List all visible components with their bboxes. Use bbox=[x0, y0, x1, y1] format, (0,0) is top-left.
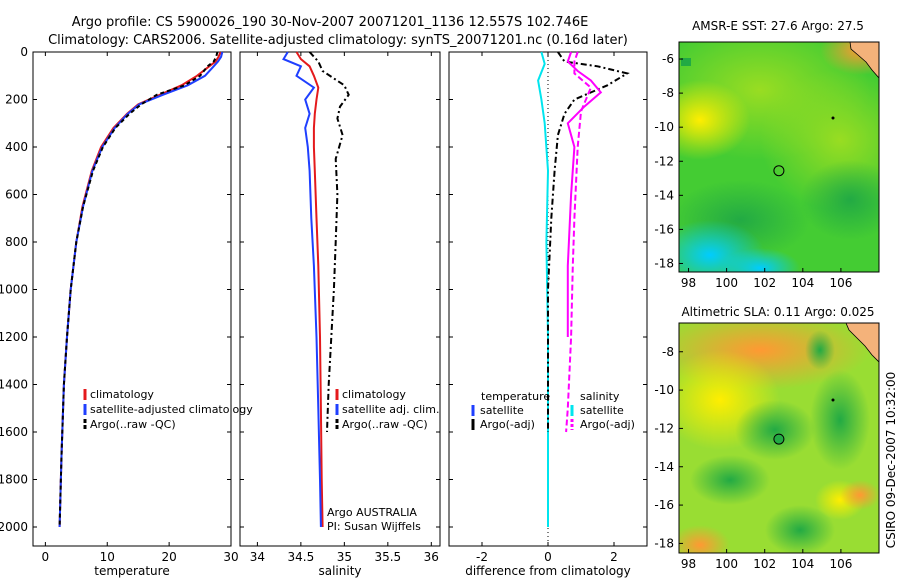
y-tick-label: 0 bbox=[20, 45, 28, 59]
legend-label: salinity bbox=[580, 390, 620, 403]
legend-label: Argo(-adj) bbox=[580, 418, 635, 431]
sst-argo-marker bbox=[773, 165, 785, 177]
x-tick-label: 106 bbox=[829, 557, 852, 571]
x-tick-label: 30 bbox=[223, 550, 238, 564]
salinity-panel: 34 34.5 35 35.5 36 salinity climatology satelli… bbox=[239, 51, 441, 578]
y-tick-label: -18 bbox=[654, 536, 674, 550]
x-tick-label: 20 bbox=[161, 550, 176, 564]
sst-map-axes: 98 100 102 104 106 -6 -8 -10 -12 -14 -16 -18 bbox=[654, 52, 852, 290]
y-tick-label: 200 bbox=[5, 93, 28, 107]
y-tick-label: 1400 bbox=[0, 378, 28, 392]
legend-label: satellite adj. clim. bbox=[342, 403, 439, 416]
sla-map-axes: 98 100 102 104 106 -8 -10 -12 -14 -16 -18 bbox=[654, 345, 852, 571]
temperature-panel: 0 200 400 600 800 1000 1200 1400 1600 1800 2000 0 10… bbox=[0, 45, 253, 578]
x-tick-label: 2 bbox=[610, 550, 618, 564]
x-tick-label: 10 bbox=[100, 550, 115, 564]
legend-label: satellite-adjusted climatology bbox=[90, 403, 253, 416]
x-tick-label: 104 bbox=[791, 557, 814, 571]
series-line-temperature-satellite bbox=[537, 51, 550, 527]
y-tick-label: 800 bbox=[5, 235, 28, 249]
x-tick-label: 100 bbox=[715, 557, 738, 571]
x-axis-label: difference from climatology bbox=[465, 564, 631, 578]
x-tick-label: 34.5 bbox=[288, 550, 315, 564]
series-line-argo-raw-qc- bbox=[58, 51, 219, 528]
y-tick-label: -10 bbox=[654, 120, 674, 134]
y-tick-label: 2000 bbox=[0, 520, 28, 534]
legend-label: satellite bbox=[580, 404, 624, 417]
sla-map-title: Altimetric SLA: 0.11 Argo: 0.025 bbox=[681, 305, 874, 319]
x-tick-label: 102 bbox=[753, 276, 776, 290]
y-tick-label: -16 bbox=[654, 498, 674, 512]
series-line-salinity-argo-adj- bbox=[565, 51, 593, 433]
y-tick-label: -12 bbox=[654, 421, 674, 435]
plot-frame bbox=[239, 51, 441, 547]
sst-island-marker bbox=[831, 116, 835, 120]
series-line-climatology bbox=[295, 51, 324, 528]
sst-map-title: AMSR-E SST: 27.6 Argo: 27.5 bbox=[692, 19, 864, 33]
sst-map-image bbox=[679, 42, 879, 272]
legend-label: Argo(..raw -QC) bbox=[342, 418, 428, 431]
y-tick-label: 400 bbox=[5, 140, 28, 154]
x-tick-label: 106 bbox=[829, 276, 852, 290]
x-tick-label: 98 bbox=[681, 276, 696, 290]
y-tick-label: -8 bbox=[662, 86, 674, 100]
series-line-salinity-satellite bbox=[566, 51, 603, 337]
pi-annotation: PI: Susan Wijffels bbox=[327, 520, 421, 533]
figure-title-line1: Argo profile: CS 5900026_190 30-Nov-2007… bbox=[72, 15, 589, 30]
y-tick-label: -10 bbox=[654, 383, 674, 397]
legend-label: satellite bbox=[480, 404, 524, 417]
y-tick-label: -6 bbox=[662, 52, 674, 66]
sla-map-image bbox=[679, 323, 879, 553]
legend-label: climatology bbox=[342, 388, 406, 401]
plot-frame bbox=[32, 51, 232, 547]
x-tick-label: 0 bbox=[42, 550, 50, 564]
series-line-temperature-argo-adj- bbox=[547, 51, 630, 432]
x-tick-label: 0 bbox=[544, 550, 552, 564]
legend-label: temperature bbox=[481, 390, 550, 403]
sla-island-marker bbox=[831, 398, 835, 402]
sst-map-frame bbox=[678, 41, 880, 273]
x-tick-label: 98 bbox=[681, 557, 696, 571]
x-tick-label: 35.5 bbox=[374, 550, 401, 564]
side-credit: CSIRO 09-Dec-2007 10:32:00 bbox=[884, 372, 898, 549]
series-line-satellite-adj-clim- bbox=[282, 51, 322, 528]
x-tick-label: 34 bbox=[250, 550, 265, 564]
y-tick-label: -16 bbox=[654, 222, 674, 236]
x-tick-label: 100 bbox=[715, 276, 738, 290]
y-tick-label: 1200 bbox=[0, 330, 28, 344]
y-tick-label: -8 bbox=[662, 345, 674, 359]
x-tick-label: 35 bbox=[337, 550, 352, 564]
legend-label: Argo(..raw -QC) bbox=[90, 418, 176, 431]
x-tick-label: 36 bbox=[424, 550, 439, 564]
figure-title-line2: Climatology: CARS2006. Satellite-adjuste… bbox=[48, 33, 628, 48]
x-tick-label: 104 bbox=[791, 276, 814, 290]
x-axis-label: temperature bbox=[94, 564, 169, 578]
y-tick-label: -18 bbox=[654, 256, 674, 270]
legend-label: Argo(-adj) bbox=[480, 418, 535, 431]
y-tick-label: -14 bbox=[654, 188, 674, 202]
x-tick-label: -2 bbox=[476, 550, 488, 564]
y-tick-label: 1800 bbox=[0, 473, 28, 487]
x-tick-label: 102 bbox=[753, 557, 776, 571]
sla-map-frame bbox=[678, 322, 880, 554]
legend-label: climatology bbox=[90, 388, 154, 401]
series-line-argo-raw-qc- bbox=[308, 51, 350, 433]
argo-annotation: Argo AUSTRALIA bbox=[327, 506, 417, 519]
y-tick-label: 1600 bbox=[0, 425, 28, 439]
sla-argo-marker bbox=[773, 433, 785, 445]
y-tick-label: -14 bbox=[654, 460, 674, 474]
series-line-climatology bbox=[58, 51, 222, 528]
y-tick-label: -12 bbox=[654, 154, 674, 168]
y-tick-label: 600 bbox=[5, 188, 28, 202]
x-axis-label: salinity bbox=[318, 564, 361, 578]
series-line-satellite-adjusted-climatology bbox=[58, 51, 224, 528]
y-tick-label: 1000 bbox=[0, 283, 28, 297]
